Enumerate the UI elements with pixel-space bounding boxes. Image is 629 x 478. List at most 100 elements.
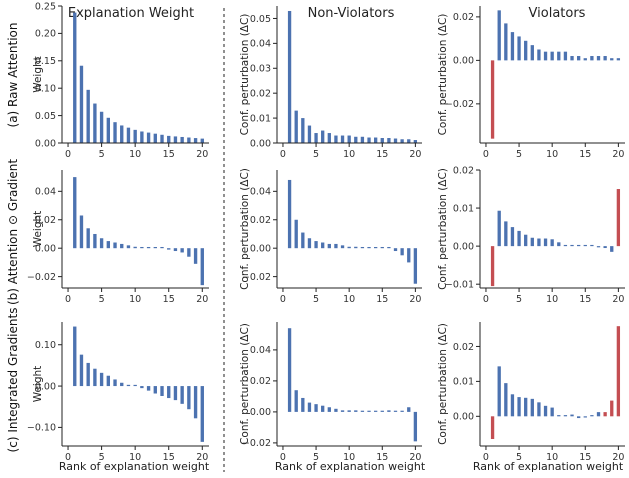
bar: [360, 136, 365, 143]
bar: [93, 233, 97, 249]
y-tick-label: 0.01: [250, 113, 271, 124]
y-tick-label: 0.01: [453, 377, 474, 388]
bar: [193, 386, 198, 419]
x-tick-label: 10: [343, 149, 355, 160]
bar: [550, 239, 554, 247]
bar: [387, 138, 391, 143]
y-tick-label: 0.00: [453, 412, 474, 423]
bar: [590, 415, 594, 417]
x-tick-label: 0: [65, 294, 71, 305]
bar: [321, 130, 325, 143]
bar: [307, 125, 312, 143]
x-tick-label: 5: [516, 149, 522, 160]
bar: [287, 179, 292, 249]
bar: [543, 238, 548, 247]
x-tick-label: 10: [343, 452, 355, 463]
bar: [133, 129, 137, 143]
bar: [200, 138, 204, 143]
bar: [99, 111, 104, 143]
bar: [497, 366, 501, 417]
bar: [187, 386, 191, 410]
x-tick-label: 5: [313, 149, 319, 160]
bar: [301, 118, 305, 143]
bar: [583, 416, 587, 418]
y-tick-label: 0.00: [453, 56, 474, 67]
bar: [321, 242, 325, 249]
bar: [530, 45, 534, 61]
x-tick-label: 15: [579, 149, 591, 160]
bar: [153, 386, 157, 394]
bar: [524, 397, 528, 417]
bar: [347, 410, 351, 412]
bar: [583, 58, 587, 61]
bar: [550, 51, 554, 61]
bar: [557, 242, 561, 247]
bar: [126, 384, 131, 387]
x-tick-label: 10: [343, 294, 355, 305]
x-tick-label: 15: [579, 294, 591, 305]
bar: [173, 248, 178, 252]
y-tick-label: −0.02: [27, 272, 56, 283]
y-tick-label: 0.02: [250, 88, 271, 99]
y-tick-label: 0.02: [453, 342, 474, 353]
row-label-integrated-gradients: (c) Integrated Gradients: [6, 308, 20, 453]
y-tick-label: 0.05: [35, 111, 56, 122]
x-tick-label: 5: [313, 294, 319, 305]
bar: [106, 117, 110, 143]
bar: [340, 245, 345, 249]
bar: [517, 397, 521, 417]
y-tick-label: −0.02: [242, 438, 271, 449]
bar: [160, 386, 164, 396]
y-axis-label: Weight: [32, 211, 44, 248]
x-tick-label: 5: [99, 149, 105, 160]
bar: [354, 136, 358, 143]
bar: [301, 232, 305, 249]
bar: [187, 248, 191, 257]
y-tick-label: 0.04: [250, 187, 271, 198]
x-tick-label: 20: [612, 452, 624, 463]
y-tick-label: 0.02: [250, 376, 271, 387]
bar: [287, 10, 292, 144]
x-axis-label-right: Rank of explanation weight: [473, 460, 624, 473]
bar: [153, 133, 157, 143]
bar: [590, 56, 594, 61]
bar-highlight: [603, 412, 607, 417]
x-tick-label: 20: [196, 294, 208, 305]
y-tick-label: 0.00: [35, 243, 56, 254]
x-axis-label-middle: Rank of explanation weight: [275, 460, 426, 473]
y-tick-label: 0.04: [250, 39, 271, 50]
bar: [387, 410, 391, 412]
bar: [360, 246, 365, 249]
x-tick-label: 5: [313, 452, 319, 463]
bar: [73, 177, 77, 249]
bar: [301, 397, 305, 412]
bar: [510, 227, 515, 247]
chart-panel-r2c2: Conf. perturbation (ΔC)−0.02 0.00 0.02 0.04…: [239, 168, 422, 305]
bar: [497, 10, 501, 61]
bar: [497, 210, 501, 247]
bar: [577, 416, 581, 419]
y-axis-label: Conf. perturbation (ΔC): [437, 14, 449, 136]
bar: [126, 245, 131, 249]
bar: [563, 244, 568, 247]
bar-highlight: [490, 60, 495, 139]
bar: [537, 402, 541, 417]
x-tick-label: 20: [409, 149, 421, 160]
y-tick-label: 0.01: [453, 203, 474, 214]
bar: [603, 56, 607, 61]
bar: [86, 228, 90, 249]
y-tick-label: −0.01: [445, 279, 474, 290]
bar: [387, 246, 391, 249]
bar: [510, 394, 515, 417]
bar: [577, 244, 581, 247]
x-tick-label: 15: [163, 294, 175, 305]
bar: [314, 133, 318, 143]
bar: [380, 246, 384, 249]
bar-highlight: [490, 246, 495, 287]
bar: [99, 372, 104, 387]
y-tick-label: 0.00: [453, 241, 474, 252]
bar: [140, 131, 144, 143]
bar: [167, 135, 171, 143]
x-tick-label: 10: [129, 294, 141, 305]
